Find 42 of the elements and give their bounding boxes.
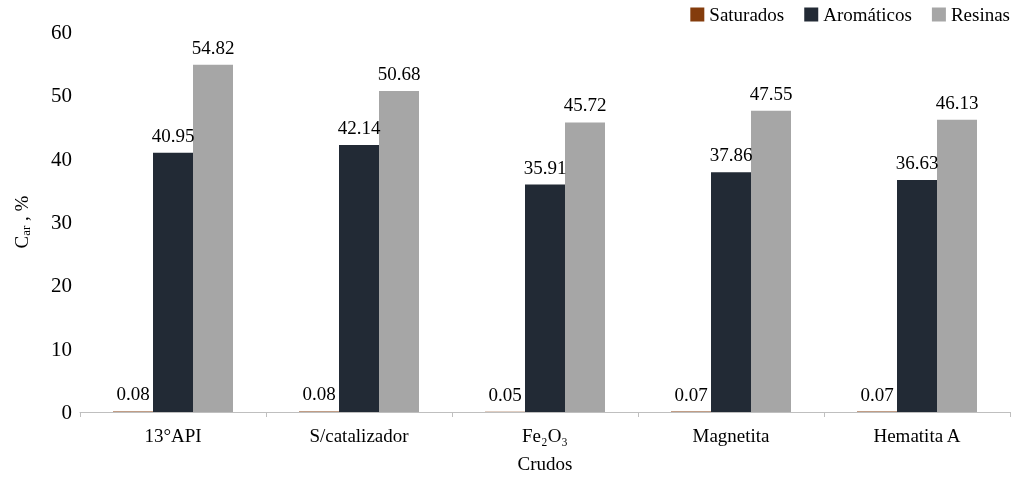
legend-label: Aromáticos (823, 4, 912, 25)
data-label: 0.08 (116, 383, 150, 405)
x-tick-label: Fe₂O₃ (522, 425, 568, 446)
legend-label: Resinas (950, 4, 1010, 25)
data-label: 37.86 (709, 144, 753, 166)
bar (339, 145, 379, 412)
y-tick-label: 20 (51, 273, 72, 298)
x-tick-label: S/catalizador (309, 425, 410, 446)
data-label: 0.08 (302, 383, 336, 405)
bar (525, 184, 565, 412)
bar (711, 172, 751, 412)
y-axis-title: Car , % (11, 195, 33, 249)
data-label: 45.72 (563, 94, 607, 116)
y-tick-label: 60 (51, 20, 72, 44)
y-tick-label: 0 (61, 400, 72, 424)
bar (897, 180, 937, 412)
y-tick-label: 40 (51, 146, 72, 171)
x-tick-label: 13°API (144, 425, 202, 446)
legend-label: Saturados (709, 4, 785, 25)
y-tick-label: 50 (51, 83, 72, 108)
data-label: 0.05 (488, 383, 522, 405)
data-label: 50.68 (377, 63, 421, 85)
bar (751, 110, 791, 412)
data-label: 46.13 (935, 91, 979, 113)
data-label: 36.63 (895, 152, 939, 174)
bar (153, 152, 193, 412)
bar (565, 122, 605, 412)
data-label: 35.91 (523, 156, 567, 178)
data-label: 47.55 (749, 82, 793, 104)
x-axis-title: Crudos (517, 453, 573, 474)
data-label: 54.82 (191, 36, 235, 58)
data-label: 42.14 (337, 117, 381, 139)
y-tick-label: 10 (51, 336, 72, 361)
x-tick-label: Magnetita (692, 425, 771, 446)
bar (193, 64, 233, 412)
data-label: 0.07 (860, 383, 894, 405)
x-tick-label: Hematita A (873, 425, 961, 446)
data-label: 0.07 (674, 383, 708, 405)
y-tick-label: 30 (51, 210, 72, 234)
data-label: 40.95 (151, 124, 195, 146)
bar (379, 91, 419, 412)
bar (937, 119, 977, 412)
